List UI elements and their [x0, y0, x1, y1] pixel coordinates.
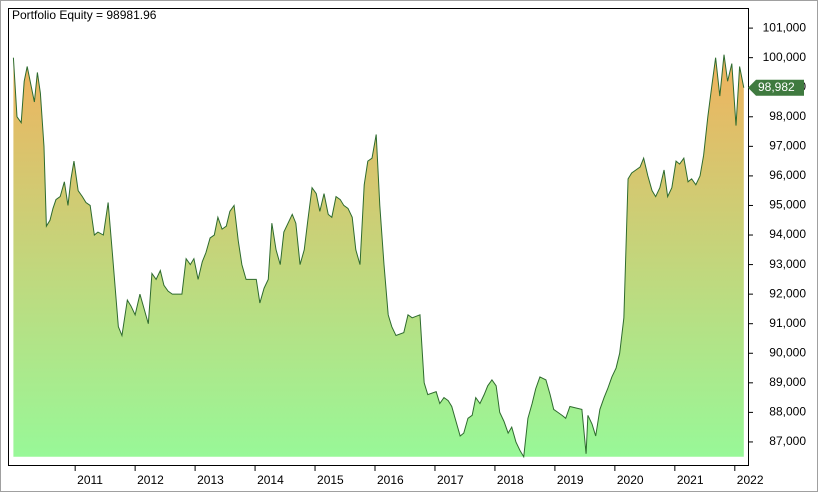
y-tick-label: 98,000	[769, 109, 806, 123]
x-tick-label: 2017	[437, 473, 464, 487]
x-tick-label: 2013	[197, 473, 224, 487]
x-tick-label: 2019	[557, 473, 584, 487]
x-tick-label: 2018	[497, 473, 524, 487]
line	[12, 54, 745, 459]
last-value-marker	[748, 79, 804, 96]
y-tick-label: 93,000	[769, 257, 806, 271]
x-tick-label: 2012	[137, 473, 164, 487]
plot	[12, 54, 745, 459]
y-tick-label: 87,000	[769, 434, 806, 448]
y-tick-label: 89,000	[769, 375, 806, 389]
y-tick-label: 91,000	[769, 316, 806, 330]
y-tick-label: 96,000	[769, 168, 806, 182]
y-tick-label: 92,000	[769, 286, 806, 300]
area	[13, 54, 744, 457]
chart-title: Portfolio Equity = 98981.96	[12, 8, 157, 22]
y-tick-label: 88,000	[769, 405, 806, 419]
x-tick-label: 2011	[77, 473, 103, 487]
y-tick-label: 94,000	[769, 227, 806, 241]
y-tick-label: 101,000	[763, 20, 807, 34]
x-tick-label: 2022	[737, 473, 764, 487]
y-tick-label: 97,000	[769, 139, 806, 153]
y-tick-label: 90,000	[769, 345, 806, 359]
x-tick-label: 2015	[317, 473, 344, 487]
last-value-label: 98,982	[758, 80, 795, 94]
x-tick-label: 2014	[257, 473, 284, 487]
y-tick-label: 100,000	[763, 50, 807, 64]
x-tick-label: 2020	[617, 473, 644, 487]
x-tick-label: 2021	[677, 473, 704, 487]
y-tick-label: 95,000	[769, 198, 806, 212]
x-tick-label: 2016	[377, 473, 404, 487]
